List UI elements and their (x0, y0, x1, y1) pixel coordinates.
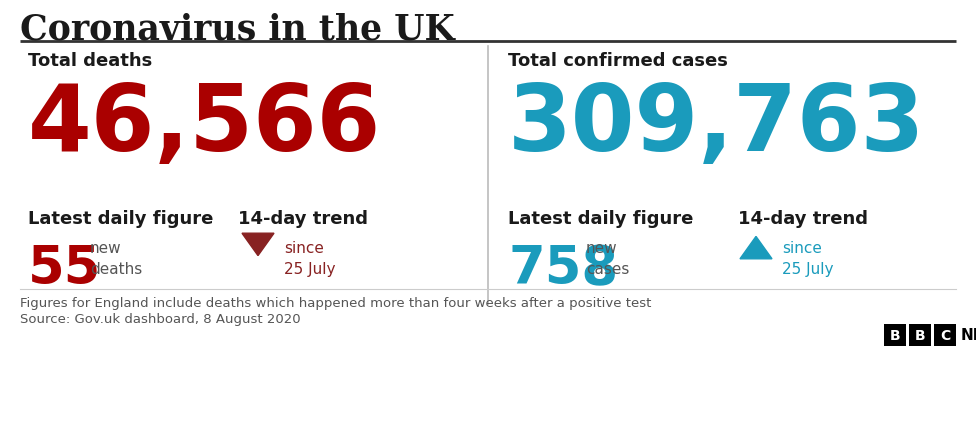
Text: new
cases: new cases (586, 240, 630, 276)
FancyBboxPatch shape (909, 324, 931, 346)
Text: Latest daily figure: Latest daily figure (508, 210, 693, 227)
Text: 14-day trend: 14-day trend (238, 210, 368, 227)
Text: C: C (940, 328, 950, 342)
Text: Source: Gov.uk dashboard, 8 August 2020: Source: Gov.uk dashboard, 8 August 2020 (20, 312, 301, 325)
Text: Total confirmed cases: Total confirmed cases (508, 52, 728, 70)
Text: NEWS: NEWS (961, 328, 976, 343)
FancyBboxPatch shape (934, 324, 956, 346)
FancyBboxPatch shape (884, 324, 906, 346)
Text: since
25 July: since 25 July (782, 240, 834, 276)
Text: since
25 July: since 25 July (284, 240, 336, 276)
Text: Figures for England include deaths which happened more than four weeks after a p: Figures for England include deaths which… (20, 296, 651, 309)
Text: 14-day trend: 14-day trend (738, 210, 868, 227)
Text: 309,763: 309,763 (508, 80, 925, 170)
Text: 758: 758 (508, 243, 618, 294)
Text: B: B (890, 328, 900, 342)
Text: Latest daily figure: Latest daily figure (28, 210, 214, 227)
Text: B: B (915, 328, 925, 342)
Text: new
deaths: new deaths (90, 240, 142, 276)
Text: 55: 55 (28, 243, 102, 294)
Text: 46,566: 46,566 (28, 80, 382, 170)
Polygon shape (740, 237, 772, 259)
Text: Coronavirus in the UK: Coronavirus in the UK (20, 13, 455, 47)
Polygon shape (242, 233, 274, 256)
Text: Total deaths: Total deaths (28, 52, 152, 70)
